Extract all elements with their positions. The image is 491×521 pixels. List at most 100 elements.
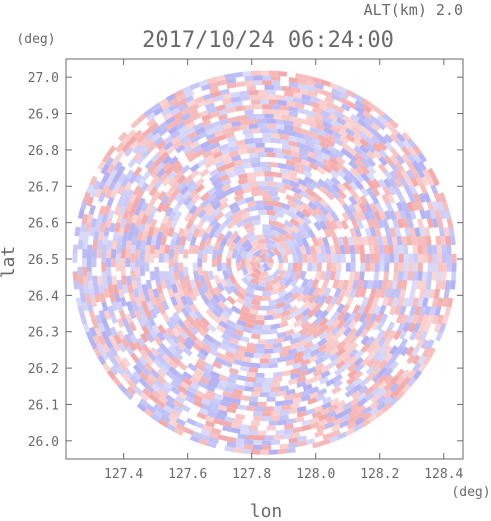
radar-cell xyxy=(182,139,193,149)
radar-cell xyxy=(175,236,182,246)
radar-cell xyxy=(220,400,230,408)
radar-cell xyxy=(417,354,427,365)
radar-cell xyxy=(184,390,196,399)
radar-cell xyxy=(165,115,176,125)
radar-cell xyxy=(337,123,348,132)
radar-cell xyxy=(97,179,107,191)
radar-cell xyxy=(286,199,297,208)
radar-cell xyxy=(110,248,117,259)
radar-cell xyxy=(348,195,358,206)
radar-cell xyxy=(309,348,320,358)
radar-cell xyxy=(218,143,229,152)
radar-cell xyxy=(137,197,146,208)
radar-cell xyxy=(277,390,287,397)
radar-cell xyxy=(177,227,185,238)
radar-cell xyxy=(340,253,347,263)
radar-cell xyxy=(374,227,382,238)
radar-cell xyxy=(226,382,237,390)
radar-cell xyxy=(147,142,158,153)
radar-cell xyxy=(443,288,450,299)
radar-cell xyxy=(254,255,262,263)
radar-cell xyxy=(345,427,356,437)
radar-cell xyxy=(158,389,169,399)
radar-cell xyxy=(325,378,336,387)
radar-cell xyxy=(277,448,287,455)
radar-cell xyxy=(233,164,244,172)
radar-cell xyxy=(174,191,184,202)
radar-cell xyxy=(370,122,381,132)
radar-cell xyxy=(145,279,153,290)
radar-cell xyxy=(101,301,109,312)
radar-cell xyxy=(264,314,274,321)
radar-cell xyxy=(278,269,287,279)
radar-cell xyxy=(93,231,100,241)
radar-cell xyxy=(364,202,373,213)
radar-cell xyxy=(266,238,276,246)
radar-cell xyxy=(120,189,129,200)
radar-cell xyxy=(425,235,432,246)
radar-cell xyxy=(318,295,328,306)
radar-cell xyxy=(154,249,160,259)
radar-cell xyxy=(104,188,113,199)
radar-cell xyxy=(96,275,103,286)
radar-cell xyxy=(280,202,291,211)
radar-cell xyxy=(117,342,127,353)
radar-cell xyxy=(188,189,199,200)
radar-cell xyxy=(226,377,237,385)
radar-cell xyxy=(231,91,241,98)
radar-cell xyxy=(319,407,331,416)
radar-cell xyxy=(175,417,186,427)
radar-cell xyxy=(354,349,365,360)
radar-cell xyxy=(214,304,225,314)
radar-cell xyxy=(121,197,130,208)
radar-cell xyxy=(248,367,258,373)
radar-cell xyxy=(241,448,252,455)
radar-cell xyxy=(296,410,307,418)
radar-cell xyxy=(297,262,303,272)
radar-cell xyxy=(146,214,154,225)
radar-cell xyxy=(304,145,315,153)
radar-cell xyxy=(348,319,358,330)
radar-cell xyxy=(212,156,223,165)
radar-cell xyxy=(86,253,92,263)
radar-cell xyxy=(81,301,89,312)
radar-cell xyxy=(204,415,215,423)
radar-cell xyxy=(366,157,377,168)
radar-cell xyxy=(226,77,237,84)
radar-cell xyxy=(207,286,216,297)
radar-cell xyxy=(262,324,272,330)
radar-cell xyxy=(193,317,204,328)
radar-cell xyxy=(331,183,341,193)
radar-cell xyxy=(305,328,316,338)
radar-cell xyxy=(386,321,396,332)
radar-cell xyxy=(300,320,311,330)
radar-cell xyxy=(312,441,323,449)
radar-cell xyxy=(255,435,265,441)
radar-cell xyxy=(167,125,178,135)
radar-cell xyxy=(301,352,313,361)
radar-cell xyxy=(373,305,382,316)
radar-cell xyxy=(365,372,376,382)
radar-cell xyxy=(211,258,217,268)
radar-cell xyxy=(311,180,322,190)
radar-cell xyxy=(419,226,426,237)
radar-cell xyxy=(331,310,341,321)
radar-cell xyxy=(262,416,272,422)
radar-cell xyxy=(416,314,424,325)
radar-cell xyxy=(340,141,351,151)
radar-cell xyxy=(112,231,119,241)
radar-cell xyxy=(239,90,250,97)
radar-cell xyxy=(311,262,318,272)
radar-cell xyxy=(189,169,200,179)
radar-cell xyxy=(226,106,237,114)
radar-cell xyxy=(259,358,269,364)
radar-cell xyxy=(325,302,335,313)
radar-cell xyxy=(148,328,158,339)
radar-cell xyxy=(213,228,222,239)
radar-cell xyxy=(151,132,162,142)
radar-cell xyxy=(360,418,371,428)
radar-cell xyxy=(253,353,263,359)
radar-cell xyxy=(122,231,129,242)
radar-cell xyxy=(101,343,111,354)
radar-cell xyxy=(185,126,196,136)
